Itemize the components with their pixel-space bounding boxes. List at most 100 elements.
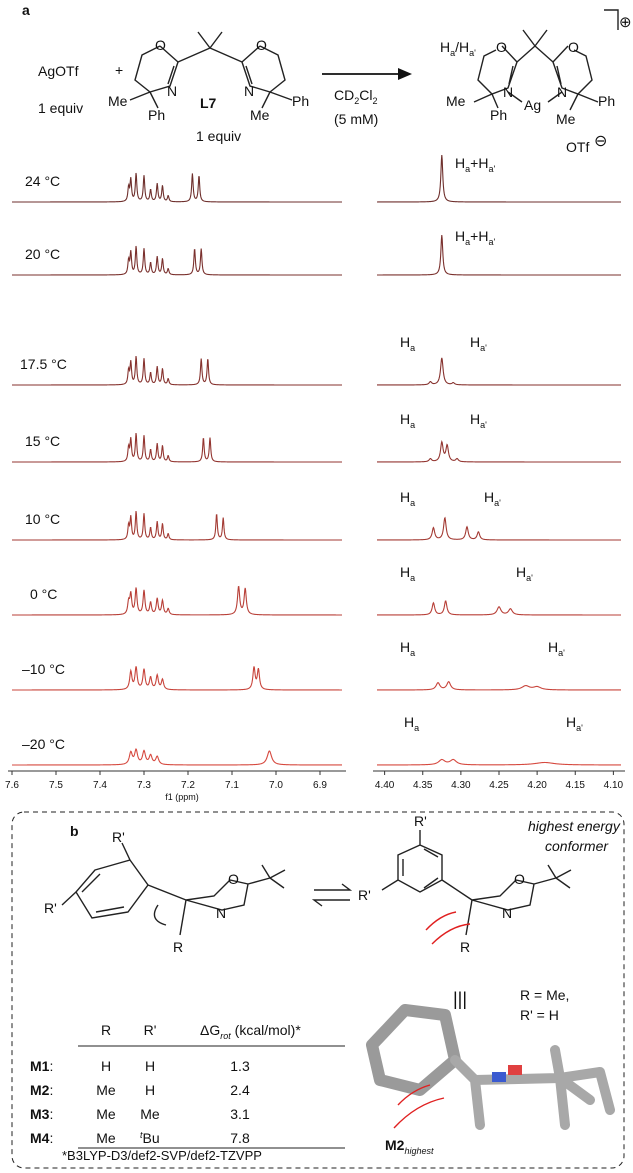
t: H <box>470 334 480 350</box>
atom: R' <box>358 887 371 903</box>
spectrum <box>377 357 621 386</box>
t: : <box>49 1130 53 1146</box>
bracket <box>604 9 619 30</box>
cell: 2.4 <box>230 1082 250 1098</box>
spectrum <box>12 432 342 463</box>
peak-label: Ha+Ha' <box>455 155 495 174</box>
t: H <box>400 489 410 505</box>
peak-label: Ha' <box>548 639 565 658</box>
spectrum <box>12 172 342 203</box>
spectrum <box>377 516 621 541</box>
peak-label: Ha <box>400 564 415 583</box>
atom: R <box>173 939 183 955</box>
atom: O <box>568 39 579 55</box>
row-label: M2: <box>30 1082 53 1098</box>
cell: Me <box>96 1082 116 1098</box>
t: H <box>455 155 465 171</box>
atom: Me <box>108 93 128 109</box>
left-structure <box>61 842 286 936</box>
cell: Me <box>96 1106 116 1122</box>
tick-label: 4.10 <box>604 780 624 791</box>
equilibrium <box>311 883 353 907</box>
tick-label: 7.2 <box>181 780 195 791</box>
panel-box <box>11 811 625 1169</box>
t: M2 <box>385 1137 405 1153</box>
atom: N <box>502 905 512 921</box>
temperature: 17.5 °C <box>20 356 67 372</box>
t: a <box>410 573 415 583</box>
header: ΔGrot (kcal/mol)* <box>200 1022 301 1041</box>
counterion: OTf <box>566 139 589 155</box>
t: H <box>400 334 410 350</box>
t: H <box>400 564 410 580</box>
solvent: CD2Cl2 <box>334 87 378 106</box>
spectrum <box>12 355 343 386</box>
t: a <box>414 723 419 733</box>
atom: O <box>256 37 267 53</box>
panel-label: b <box>70 823 79 839</box>
spectrum <box>12 747 342 766</box>
peak-label: Ha+Ha' <box>455 228 495 247</box>
spectrum <box>12 245 342 276</box>
atom: R' <box>112 829 125 845</box>
t: ΔG <box>200 1022 220 1038</box>
rotation-arrow <box>153 904 167 926</box>
tick-label: 4.40 <box>375 780 395 791</box>
temperature: –20 °C <box>22 736 65 752</box>
t: M3 <box>30 1106 50 1122</box>
t: +H <box>470 228 488 244</box>
atom: R' <box>414 813 427 829</box>
header: R' <box>144 1022 157 1038</box>
t: H <box>404 714 414 730</box>
t: a <box>410 498 415 508</box>
t: H <box>459 39 469 55</box>
temperature: 15 °C <box>25 433 60 449</box>
row-label: M1: <box>30 1058 53 1074</box>
atom: Ph <box>598 93 615 109</box>
cell: Me <box>96 1130 116 1146</box>
t: t <box>140 1130 143 1140</box>
t: H <box>440 39 450 55</box>
temperature: 20 °C <box>25 246 60 262</box>
tick-label: 7.6 <box>5 780 19 791</box>
table: R R' ΔGrot (kcal/mol)*M1: H H 1.3M2: Me H 2.4M3:… <box>30 1022 345 1163</box>
model-label: M2highest <box>385 1137 434 1156</box>
t: H <box>400 411 410 427</box>
spectrum <box>12 666 342 691</box>
peak-label: Ha' <box>516 564 533 583</box>
t: highest <box>404 1146 434 1156</box>
arrow-head <box>398 68 412 80</box>
t: a' <box>526 573 533 583</box>
t: Cl <box>359 87 372 103</box>
footnote: *B3LYP-D3/def2-SVP/def2-TZVPP <box>62 1148 262 1163</box>
tick-label: 4.15 <box>566 780 586 791</box>
t: 2 <box>372 96 377 106</box>
spectrum <box>377 600 621 616</box>
atom: N <box>503 84 513 100</box>
reagent: AgOTf <box>38 63 79 79</box>
t: rot <box>220 1031 231 1041</box>
atom: Me <box>446 93 466 109</box>
tick-label: 4.25 <box>489 780 509 791</box>
atom: Ag <box>524 97 541 113</box>
row-label: M4: <box>30 1130 53 1146</box>
t: M2 <box>30 1082 50 1098</box>
atom: Ph <box>292 93 309 109</box>
reagent-equiv: 1 equiv <box>38 100 83 116</box>
note: conformer <box>545 838 609 854</box>
t: M1 <box>30 1058 50 1074</box>
atom: R' <box>44 900 57 916</box>
product-structure <box>473 9 619 111</box>
peak-label: Ha' <box>470 411 487 430</box>
atom: Me <box>556 111 576 127</box>
charge: ⊕ <box>619 14 632 31</box>
cell: H <box>101 1058 111 1074</box>
temperature: 24 °C <box>25 173 60 189</box>
t: H <box>400 639 410 655</box>
cell: 7.8 <box>230 1130 250 1146</box>
identity: ||| <box>453 989 467 1009</box>
spectrum <box>377 758 621 766</box>
tick-label: 4.30 <box>451 780 471 791</box>
temperature: –10 °C <box>22 661 65 677</box>
spectrum <box>377 440 621 463</box>
